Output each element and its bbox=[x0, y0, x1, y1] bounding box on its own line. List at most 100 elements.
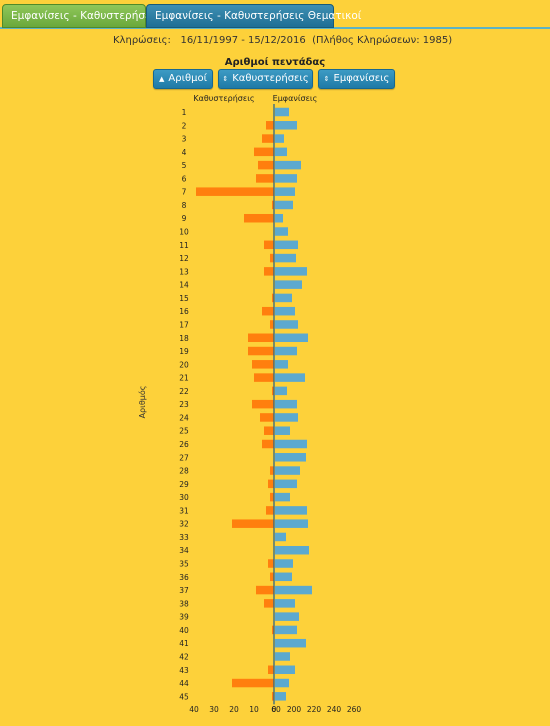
x-tick-label-right: 240 bbox=[327, 705, 342, 714]
category-label: 29 bbox=[179, 480, 189, 489]
delay-bar bbox=[254, 147, 274, 157]
appearance-bar bbox=[275, 532, 286, 542]
appearance-bar bbox=[275, 187, 295, 196]
category-label: 39 bbox=[179, 613, 189, 622]
delay-bar bbox=[270, 466, 274, 475]
delay-bar bbox=[262, 134, 274, 143]
x-tick-label-left: 10 bbox=[249, 705, 259, 714]
appearance-bar bbox=[275, 638, 306, 648]
right-series-label: Εμφανίσεις bbox=[273, 94, 318, 103]
tab-appearances-delays[interactable]: Εμφανίσεις - Καθυστερήσεις bbox=[2, 4, 160, 28]
delay-bar bbox=[196, 187, 274, 196]
x-tick-label-left: 30 bbox=[209, 705, 219, 714]
category-label: 26 bbox=[179, 440, 189, 449]
delay-bar bbox=[248, 333, 274, 343]
appearance-bar bbox=[275, 692, 286, 701]
sort-asc-icon: ▲ bbox=[159, 75, 165, 83]
delay-bar bbox=[254, 373, 274, 382]
category-label: 20 bbox=[179, 360, 189, 369]
category-label: 21 bbox=[179, 374, 189, 383]
x-tick-label-left: 0 bbox=[272, 705, 277, 714]
category-label: 5 bbox=[182, 161, 187, 170]
appearance-bar bbox=[275, 466, 300, 475]
appearance-bar bbox=[275, 572, 292, 582]
appearance-bar bbox=[275, 253, 296, 263]
tab-appearances-delays-thematic[interactable]: Εμφανίσεις - Καθυστερήσεις Θεματικοί bbox=[146, 4, 361, 28]
delay-bar bbox=[272, 293, 274, 303]
appearance-bar bbox=[275, 346, 297, 356]
delay-bar bbox=[272, 386, 274, 396]
category-label: 9 bbox=[182, 214, 187, 223]
delay-bar bbox=[252, 360, 274, 369]
delay-bar bbox=[268, 559, 274, 568]
x-tick-label-right: 60 bbox=[271, 705, 281, 714]
category-label: 45 bbox=[179, 692, 189, 701]
category-label: 35 bbox=[179, 560, 189, 569]
category-label: 30 bbox=[179, 493, 189, 502]
category-label: 36 bbox=[179, 573, 189, 582]
category-label: 27 bbox=[179, 453, 189, 462]
tab-bar: Εμφανίσεις - Καθυστερήσεις Εμφανίσεις - … bbox=[0, 0, 550, 29]
x-tick-label-right: 220 bbox=[307, 705, 322, 714]
delay-bar bbox=[268, 665, 274, 675]
category-label: 14 bbox=[179, 281, 189, 290]
sort-appearances-button[interactable]: ⇕ Εμφανίσεις bbox=[318, 69, 395, 89]
x-tick-label-left: 40 bbox=[189, 705, 199, 714]
y-axis-title: Αριθμός bbox=[137, 386, 147, 419]
category-label: 13 bbox=[179, 267, 189, 276]
delay-bar bbox=[268, 479, 274, 489]
category-label: 38 bbox=[179, 599, 189, 608]
delay-bar bbox=[264, 599, 274, 608]
category-label: 37 bbox=[179, 586, 189, 595]
category-label: 10 bbox=[179, 228, 189, 237]
appearance-bar bbox=[275, 585, 312, 595]
delay-bar bbox=[272, 625, 274, 635]
appearance-bar bbox=[275, 399, 297, 409]
category-label: 15 bbox=[179, 294, 189, 303]
appearance-bar bbox=[275, 107, 289, 117]
draws-range: 16/11/1997 - 15/12/2016 bbox=[180, 35, 306, 46]
appearance-bar bbox=[275, 240, 298, 250]
appearance-bar bbox=[275, 360, 288, 369]
category-label: 3 bbox=[182, 135, 187, 144]
category-label: 19 bbox=[179, 347, 189, 356]
delay-bar bbox=[270, 320, 274, 329]
sort-numbers-button[interactable]: ▲ Αριθμοί bbox=[153, 69, 213, 89]
appearance-bar bbox=[275, 665, 295, 675]
appearance-bar bbox=[275, 320, 298, 329]
sort-icon: ⇕ bbox=[323, 75, 330, 83]
appearance-bar bbox=[275, 479, 297, 489]
x-tick-label-right: 260 bbox=[347, 705, 362, 714]
draws-info: Κληρώσεις: 16/11/1997 - 15/12/2016 (Πλήθ… bbox=[113, 35, 452, 46]
appearance-bar bbox=[275, 439, 307, 449]
x-tick-label-right: 200 bbox=[287, 705, 302, 714]
category-label: 42 bbox=[179, 652, 189, 661]
category-label: 8 bbox=[182, 201, 187, 210]
appearance-bar bbox=[275, 134, 284, 143]
delay-bar bbox=[264, 240, 274, 250]
category-label: 18 bbox=[179, 334, 189, 343]
sort-appearances-label: Εμφανίσεις bbox=[333, 73, 390, 84]
category-label: 33 bbox=[179, 533, 189, 542]
appearance-bar bbox=[275, 174, 297, 183]
category-label: 25 bbox=[179, 427, 189, 436]
appearance-bar bbox=[275, 227, 288, 236]
delay-bar bbox=[272, 200, 274, 210]
delay-bar bbox=[270, 253, 274, 263]
sort-numbers-label: Αριθμοί bbox=[168, 73, 207, 84]
appearance-bar bbox=[275, 293, 292, 303]
appearance-bar bbox=[275, 506, 307, 515]
category-label: 6 bbox=[182, 174, 187, 183]
delay-bar bbox=[262, 306, 274, 316]
appearance-bar bbox=[275, 519, 308, 528]
delay-bar bbox=[270, 572, 274, 582]
sort-delays-button[interactable]: ⇕ Καθυστερήσεις bbox=[218, 69, 313, 89]
appearance-bar bbox=[275, 599, 295, 608]
delay-bar bbox=[232, 678, 274, 688]
appearance-bar bbox=[275, 333, 308, 343]
category-label: 16 bbox=[179, 307, 189, 316]
appearance-bar bbox=[275, 386, 287, 396]
appearance-bar bbox=[275, 652, 290, 661]
delay-bar bbox=[260, 413, 274, 422]
appearance-bar bbox=[275, 559, 293, 568]
